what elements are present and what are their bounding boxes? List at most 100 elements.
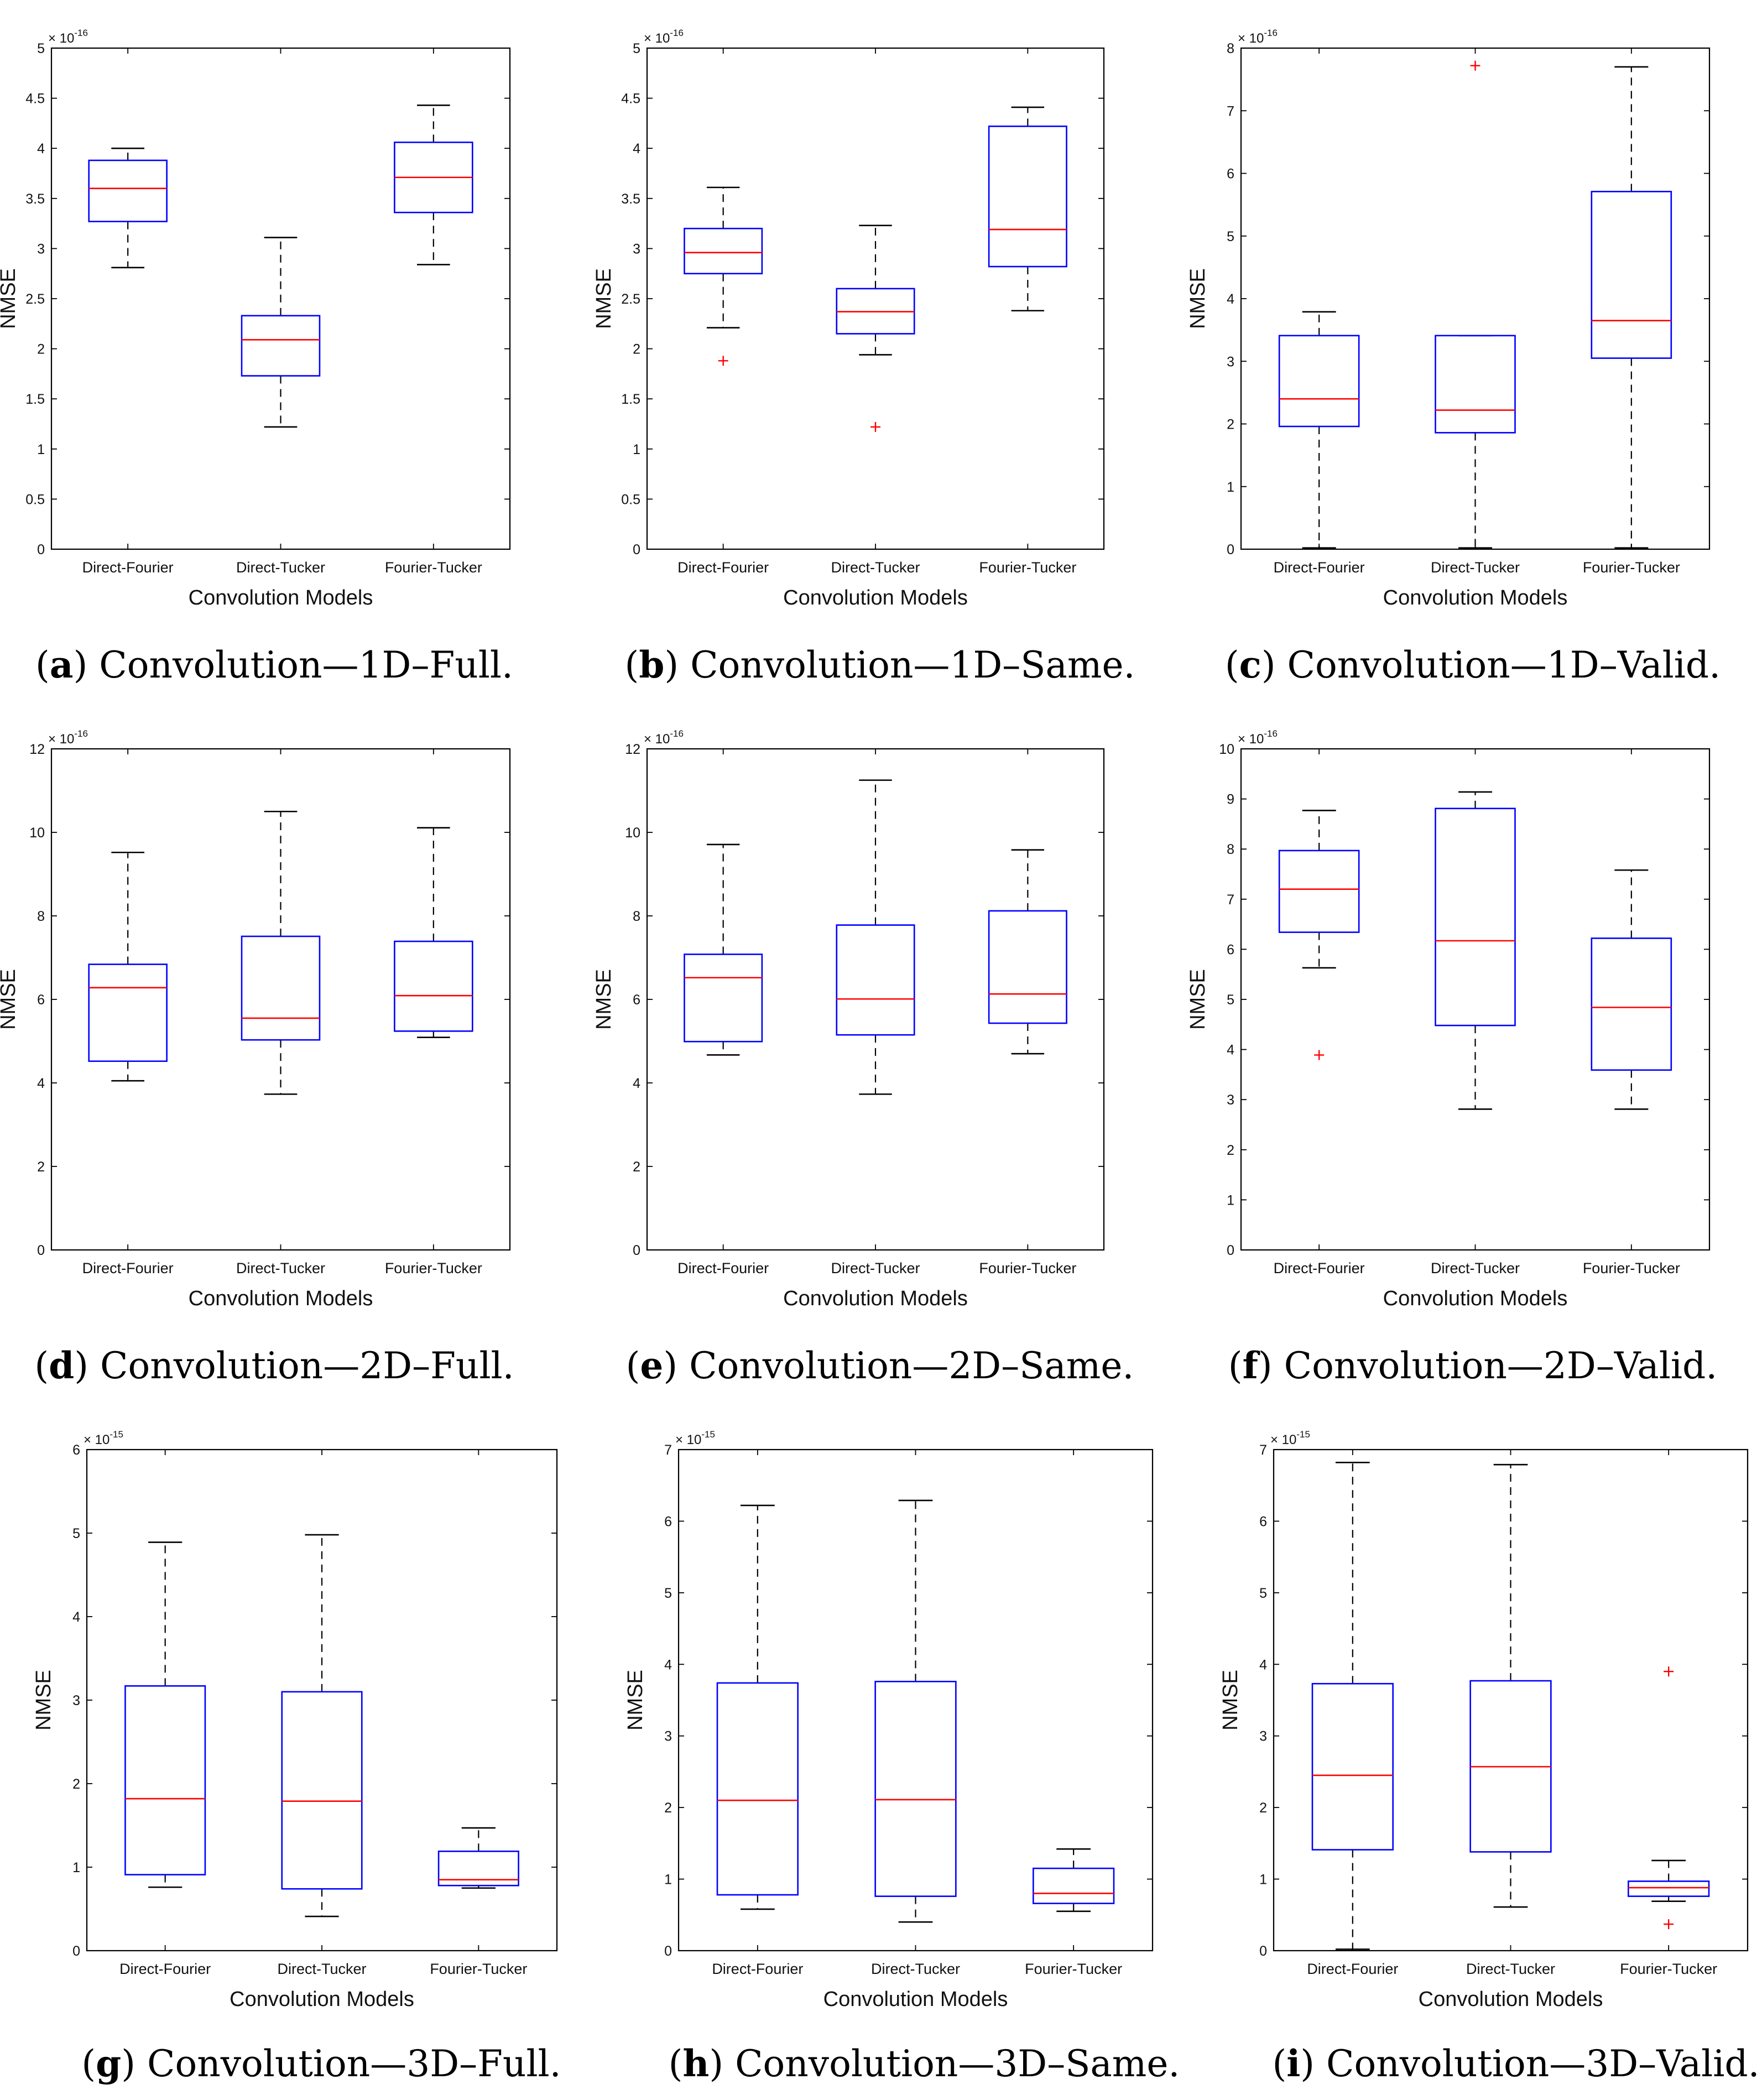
box-fourier-tucker <box>1628 1666 1710 1930</box>
y-tick-label: 4 <box>37 1076 45 1091</box>
caption-letter: g <box>96 2042 121 2085</box>
y-tick-label: 3 <box>1227 1092 1234 1108</box>
x-category-label: Direct-Tucker <box>1431 1260 1520 1276</box>
box-fourier-tucker <box>1033 1848 1115 1913</box>
box-direct-tucker <box>836 225 915 432</box>
iqr-box <box>988 910 1067 1024</box>
caption-close-paren: ) <box>121 2042 147 2085</box>
exponent-base: × 10 <box>84 1432 110 1447</box>
x-category-label: Fourier-Tucker <box>979 559 1076 576</box>
y-tick-label: 3 <box>664 1729 672 1744</box>
caption-close-paren: ) <box>74 644 100 686</box>
y-axis-label: NMSE <box>1186 268 1210 329</box>
caption-letter: h <box>682 2042 709 2085</box>
box-direct-tucker <box>241 810 321 1095</box>
plot-frame <box>86 1448 558 1952</box>
y-tick-label: 2 <box>37 1159 45 1175</box>
iqr-box <box>684 953 763 1043</box>
iqr-box <box>124 1685 206 1875</box>
caption-letter: d <box>49 1344 74 1387</box>
x-category-label: Fourier-Tucker <box>1025 1961 1122 1977</box>
y-tick-label: 6 <box>633 992 640 1008</box>
box-direct-fourier <box>124 1541 206 1888</box>
caption-letter: b <box>639 643 664 686</box>
plot-frame <box>677 1448 1154 1952</box>
caption-letter: f <box>1243 1344 1260 1387</box>
x-category-label: Direct-Fourier <box>1274 559 1365 576</box>
caption-open-paren: ( <box>1272 2042 1286 2085</box>
x-category-label: Direct-Fourier <box>82 1260 174 1276</box>
axis-exponent: × 10-16 <box>1238 28 1278 46</box>
box-direct-tucker <box>836 779 915 1095</box>
y-tick-label: 0 <box>37 1243 45 1258</box>
x-category-label: Direct-Fourier <box>712 1961 803 1977</box>
caption-letter: e <box>640 1344 663 1387</box>
y-tick-label: 12 <box>625 742 640 757</box>
y-tick-label: 2 <box>633 1159 640 1175</box>
caption-open-paren: ( <box>669 2042 683 2085</box>
outlier-marker <box>1664 1666 1674 1677</box>
panel-caption: (b) Convolution—1D–Same. <box>625 643 1135 686</box>
x-category-label: Direct-Fourier <box>1274 1260 1365 1276</box>
x-category-label: Direct-Fourier <box>1307 1961 1398 1977</box>
y-tick-label: 8 <box>37 909 45 924</box>
caption-text: Convolution—3D–Same. <box>735 2042 1180 2085</box>
caption-text: Convolution—1D–Full. <box>99 644 513 686</box>
x-axis-label: Convolution Models <box>783 586 968 609</box>
panel-caption: (c) Convolution—1D–Valid. <box>1225 643 1721 686</box>
y-tick-label: 8 <box>633 909 640 924</box>
y-tick-label: 10 <box>625 825 640 841</box>
chart-panel-g: 0 1 2 3 4 5 6 Direct-Fourier Direct-Tucker Fourie… <box>32 1429 561 2085</box>
caption-open-paren: ( <box>34 1345 49 1387</box>
y-tick-label: 9 <box>1227 792 1234 807</box>
y-tick-label: 5 <box>633 41 640 56</box>
exponent-base: × 10 <box>1238 732 1264 747</box>
chart-panel-c: 0 1 2 3 4 5 6 7 8 Direct-Fourier Direct-Tucker Four… <box>1186 28 1721 686</box>
y-tick-label: 1 <box>1259 1872 1267 1888</box>
iqr-box <box>281 1691 363 1890</box>
exponent-power: -15 <box>701 1429 715 1440</box>
box-direct-fourier <box>716 1504 799 1910</box>
chart-panel-h: 0 1 2 3 4 5 6 7 Direct-Fourier Direct-Tucker Fouri… <box>624 1429 1180 2085</box>
exponent-power: -16 <box>670 728 684 739</box>
exponent-base: × 10 <box>644 732 670 747</box>
plot-frame <box>1273 1448 1749 1952</box>
outlier-marker <box>1314 1050 1325 1060</box>
caption-open-paren: ( <box>625 644 639 686</box>
y-tick-label: 2 <box>664 1800 672 1816</box>
iqr-box <box>1435 335 1516 434</box>
x-axis-label: Convolution Models <box>189 1287 373 1310</box>
caption-close-paren: ) <box>1261 644 1287 686</box>
box-fourier-tucker <box>394 104 473 265</box>
chart-panel-a: 0 0.5 1 1.5 2 2.5 3 3.5 4 4.5 5 Direct-Fourier Direc… <box>0 28 513 686</box>
box-direct-fourier <box>1311 1461 1394 1950</box>
exponent-base: × 10 <box>1238 31 1264 46</box>
iqr-box <box>874 1681 957 1897</box>
y-tick-label: 5 <box>1227 229 1234 244</box>
box-fourier-tucker <box>1591 66 1672 549</box>
y-axis-label: NMSE <box>0 268 20 329</box>
box-direct-tucker <box>1435 791 1516 1110</box>
y-tick-label: 1 <box>37 442 45 457</box>
exponent-base: × 10 <box>48 732 74 747</box>
y-tick-label: 6 <box>37 992 45 1008</box>
caption-open-paren: ( <box>81 2042 96 2085</box>
y-tick-label: 2 <box>1259 1800 1267 1816</box>
panel-caption: (a) Convolution—1D–Full. <box>35 643 513 686</box>
y-tick-label: 7 <box>1259 1442 1267 1458</box>
caption-open-paren: ( <box>35 644 50 686</box>
y-tick-label: 4 <box>633 141 640 157</box>
panel-caption: (f) Convolution—2D–Valid. <box>1228 1344 1717 1387</box>
iqr-box <box>1278 850 1360 933</box>
y-tick-label: 2 <box>633 342 640 357</box>
exponent-power: -15 <box>110 1429 123 1440</box>
x-category-label: Fourier-Tucker <box>1620 1961 1717 1977</box>
caption-close-paren: ) <box>664 644 690 686</box>
y-tick-label: 0.5 <box>621 492 640 507</box>
axis-exponent: × 10-15 <box>675 1429 715 1447</box>
y-tick-label: 4 <box>37 141 45 157</box>
caption-open-paren: ( <box>1225 644 1239 686</box>
y-tick-label: 1.5 <box>25 392 45 407</box>
exponent-power: -16 <box>74 728 88 739</box>
